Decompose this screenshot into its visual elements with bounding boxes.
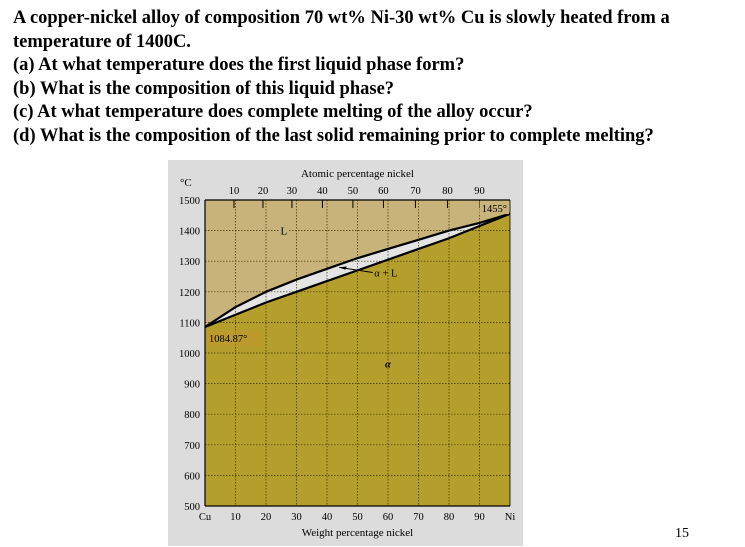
y-tick-label: 1300 — [179, 257, 200, 268]
label-bg — [206, 329, 261, 346]
x2-tick-label: 80 — [442, 186, 453, 197]
x2-tick-label: 20 — [258, 186, 269, 197]
x-tick-label: 40 — [322, 512, 333, 523]
question-text: A copper-nickel alloy of composition 70 … — [13, 7, 733, 148]
y-tick-label: 1200 — [179, 288, 200, 299]
x-tick-label: 30 — [291, 512, 302, 523]
x2-axis-label: Atomic percentage nickel — [301, 168, 414, 180]
x-axis-label: Weight percentage nickel — [302, 527, 414, 539]
x-tick-label: 80 — [444, 512, 455, 523]
x-tick-label: 90 — [474, 512, 485, 523]
y-tick-label: 1000 — [179, 349, 200, 360]
phase-diagram-chart: 1500 1400 1300 1200 1100 1000 900 800 700 600 500C… — [179, 168, 516, 539]
question-line: A copper-nickel alloy of composition 70 … — [13, 8, 670, 28]
y-tick-label: 500 — [184, 502, 200, 513]
x-tick-label: 50 — [352, 512, 363, 523]
y-tick-label: 1500 — [179, 196, 200, 207]
x-tick-label: Cu — [199, 512, 212, 523]
x-tick-label: 10 — [230, 512, 241, 523]
x2-tick-label: 90 — [474, 186, 485, 197]
question-part-a: (a) At what temperature does the first l… — [13, 55, 465, 75]
label-bg — [279, 223, 288, 237]
label-bg — [479, 201, 509, 214]
y-tick-label: 1100 — [179, 318, 200, 329]
question-part-c: (c) At what temperature does complete me… — [13, 102, 533, 122]
x2-tick-label: 10 — [229, 186, 240, 197]
x-tick-label: 20 — [261, 512, 272, 523]
y-tick-label: 800 — [184, 410, 200, 421]
cu-melting-point-label: 1084.87° — [209, 334, 247, 345]
ni-melting-point-label: 1455° — [482, 204, 507, 215]
x-tick-label: 70 — [413, 512, 424, 523]
x-tick-label: 60 — [383, 512, 394, 523]
page-number: 15 — [675, 526, 689, 541]
x2-tick-label: 40 — [317, 186, 328, 197]
question-line: temperature of 1400C. — [13, 31, 191, 52]
x2-tick-label: 60 — [378, 186, 389, 197]
y-tick-label: 600 — [184, 471, 200, 482]
x2-tick-label: 50 — [348, 186, 359, 197]
liquid-label: L — [281, 226, 288, 238]
liquidus-curve — [204, 212, 511, 328]
pointer-arrowhead — [339, 266, 347, 270]
y-tick-label: 900 — [184, 380, 200, 391]
question-part-d: (d) What is the composition of the last … — [13, 125, 654, 146]
x-tick-label: Ni — [505, 512, 516, 523]
phase-diagram-figure: 1500 1400 1300 1200 1100 1000 900 800 700 600 500 C… — [168, 160, 523, 546]
question-part-b: (b) What is the composition of this liqu… — [13, 78, 395, 99]
two-phase-label: α + L — [374, 269, 397, 280]
y-axis-unit: °C — [180, 177, 192, 189]
y-tick-label: 1400 — [179, 227, 200, 238]
solid-alpha-label: α — [385, 359, 391, 370]
y-tick-label: 700 — [184, 441, 200, 452]
x2-tick-label: 70 — [410, 186, 421, 197]
x2-tick-label: 30 — [287, 186, 298, 197]
